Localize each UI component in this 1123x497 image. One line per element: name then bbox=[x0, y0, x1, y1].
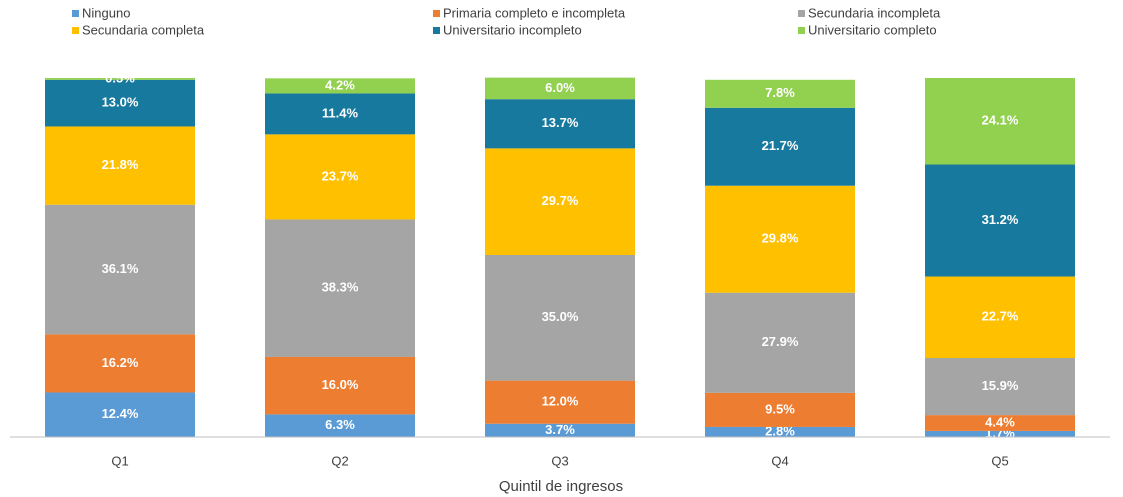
legend-swatch bbox=[72, 10, 79, 17]
bar-segment bbox=[265, 356, 415, 415]
value-label: 13.7% bbox=[542, 115, 579, 130]
value-label: 6.3% bbox=[325, 417, 355, 432]
legend-label: Secundaria completa bbox=[82, 22, 205, 37]
x-axis-title: Quintil de ingresos bbox=[499, 478, 623, 495]
bar-segment bbox=[925, 164, 1075, 277]
value-label: 12.0% bbox=[542, 394, 579, 409]
value-label: 16.2% bbox=[102, 355, 139, 370]
value-label: 31.2% bbox=[982, 212, 1019, 227]
bar-segment bbox=[925, 358, 1075, 416]
bar-segment bbox=[705, 426, 855, 437]
legend-label: Universitario completo bbox=[808, 22, 937, 37]
bar-segment bbox=[925, 415, 1075, 431]
legend-swatch bbox=[798, 27, 805, 34]
bar-segment bbox=[485, 77, 635, 100]
value-label: 4.2% bbox=[325, 77, 355, 92]
bar-segment bbox=[485, 99, 635, 149]
value-label: 9.5% bbox=[765, 401, 795, 416]
bar-segment bbox=[265, 93, 415, 135]
bar-segment bbox=[265, 134, 415, 220]
value-label: 12.4% bbox=[102, 406, 139, 421]
value-label: 36.1% bbox=[102, 261, 139, 276]
bar-segment bbox=[705, 79, 855, 108]
bar-segment bbox=[925, 78, 1075, 165]
value-label: 21.8% bbox=[102, 157, 139, 172]
value-label: 2.8% bbox=[765, 423, 795, 438]
value-label: 27.9% bbox=[762, 334, 799, 349]
x-tick-label: Q5 bbox=[991, 453, 1008, 468]
legend-swatch bbox=[433, 10, 440, 17]
bar-segment bbox=[265, 78, 415, 94]
x-tick-label: Q1 bbox=[111, 453, 128, 468]
value-label: 22.7% bbox=[982, 309, 1019, 324]
value-label: 23.7% bbox=[322, 168, 359, 183]
bar-segment bbox=[45, 126, 195, 205]
bar-segment bbox=[705, 392, 855, 427]
value-label: 13.0% bbox=[102, 95, 139, 110]
bar-segment bbox=[705, 185, 855, 293]
bar-segment bbox=[45, 79, 195, 127]
value-label: 29.7% bbox=[542, 193, 579, 208]
legend-label: Secundaria incompleta bbox=[808, 5, 941, 20]
bar-segment bbox=[45, 78, 195, 80]
bar-segment bbox=[485, 423, 635, 437]
value-label: 4.4% bbox=[985, 414, 1015, 429]
value-label: 3.7% bbox=[545, 422, 575, 437]
bar-segment bbox=[925, 276, 1075, 359]
x-tick-label: Q4 bbox=[771, 453, 788, 468]
legend-label: Universitario incompleto bbox=[443, 22, 582, 37]
value-label: 11.4% bbox=[322, 105, 359, 120]
value-label: 6.0% bbox=[545, 80, 575, 95]
bar-segment bbox=[925, 430, 1075, 437]
bar-segment bbox=[705, 107, 855, 186]
legend-label: Ninguno bbox=[82, 5, 130, 20]
value-label: 38.3% bbox=[322, 280, 359, 295]
legend-label: Primaria completo e incompleta bbox=[443, 5, 626, 20]
bar-segment bbox=[265, 414, 415, 437]
bar-segment bbox=[45, 204, 195, 335]
value-label: 15.9% bbox=[982, 378, 1019, 393]
bar-segment bbox=[265, 219, 415, 357]
bar-segment bbox=[485, 380, 635, 424]
value-label: 16.0% bbox=[322, 377, 359, 392]
value-label: 0.5% bbox=[105, 70, 135, 85]
value-label: 35.0% bbox=[542, 309, 579, 324]
bar-segment bbox=[485, 148, 635, 255]
value-label: 21.7% bbox=[762, 138, 799, 153]
x-tick-label: Q3 bbox=[551, 453, 568, 468]
bar-segment bbox=[705, 292, 855, 393]
bar-segment bbox=[45, 334, 195, 393]
bar-segment bbox=[45, 392, 195, 437]
legend-swatch bbox=[433, 27, 440, 34]
value-label: 29.8% bbox=[762, 231, 799, 246]
legend-swatch bbox=[798, 10, 805, 17]
legend-swatch bbox=[72, 27, 79, 34]
x-tick-label: Q2 bbox=[331, 453, 348, 468]
bar-segment bbox=[485, 254, 635, 381]
value-label: 7.8% bbox=[765, 85, 795, 100]
value-label: 24.1% bbox=[982, 113, 1019, 128]
